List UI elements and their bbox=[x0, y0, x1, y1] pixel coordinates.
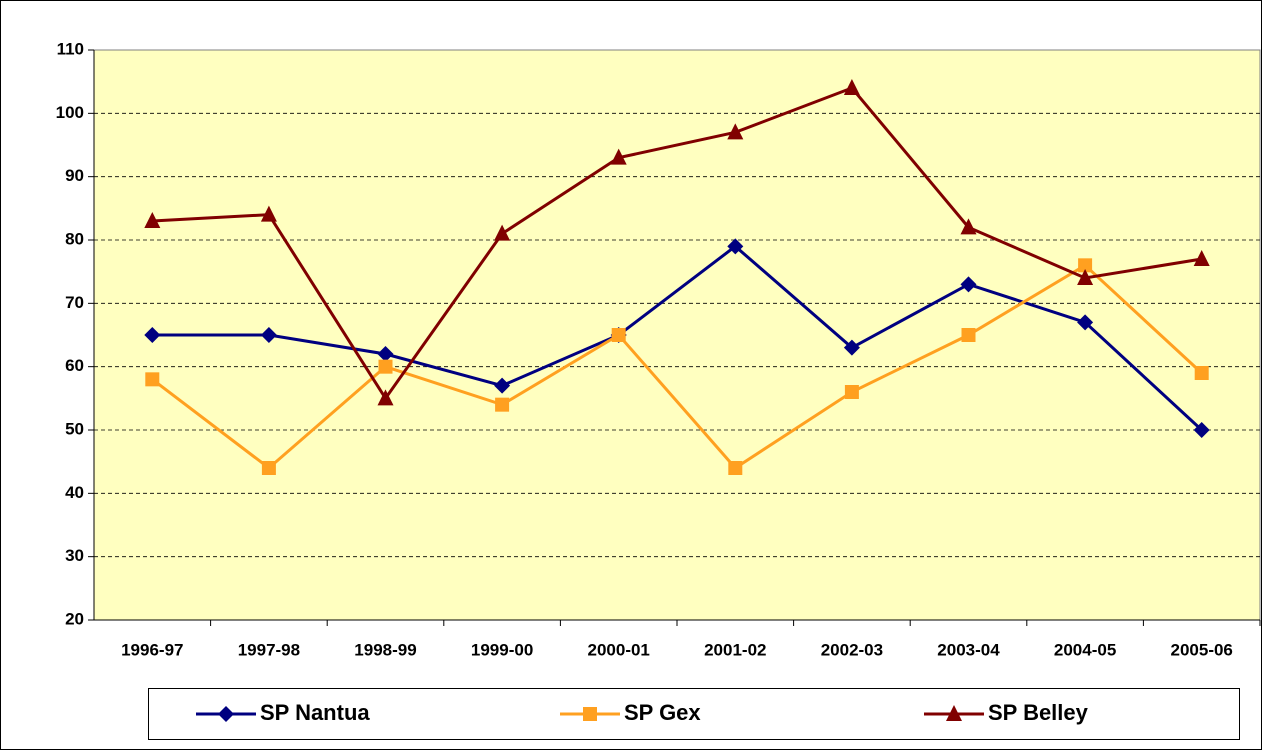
legend-text: SP Nantua bbox=[260, 700, 370, 725]
x-tick-label: 1998-99 bbox=[354, 640, 416, 659]
marker bbox=[218, 706, 234, 722]
y-tick-label: 100 bbox=[56, 103, 84, 122]
legend-box bbox=[148, 688, 1240, 740]
grid bbox=[94, 112, 1260, 558]
y-tick-label: 60 bbox=[65, 356, 84, 375]
series-line bbox=[152, 244, 1203, 432]
x-tick-label: 2005-06 bbox=[1171, 640, 1233, 659]
series-line bbox=[152, 86, 1202, 402]
marker bbox=[961, 328, 976, 342]
marker bbox=[495, 397, 510, 412]
x-tick-label: 1999-00 bbox=[471, 640, 533, 659]
marker bbox=[960, 218, 977, 235]
marker bbox=[843, 79, 860, 95]
marker bbox=[1078, 258, 1093, 273]
marker bbox=[946, 705, 962, 721]
marker bbox=[844, 385, 859, 399]
marker bbox=[377, 346, 394, 362]
x-tick-label: 2001-02 bbox=[704, 640, 766, 659]
x-tick-label: 1996-97 bbox=[121, 640, 183, 659]
marker bbox=[583, 707, 597, 721]
marker bbox=[728, 461, 743, 475]
marker bbox=[144, 212, 161, 228]
marker bbox=[727, 123, 744, 140]
marker bbox=[610, 148, 627, 165]
marker bbox=[843, 339, 860, 356]
x-tick-label: 1997-98 bbox=[238, 640, 300, 659]
marker bbox=[260, 327, 277, 343]
y-tick-label: 40 bbox=[65, 483, 84, 502]
marker bbox=[1077, 314, 1094, 331]
y-tick-label: 30 bbox=[65, 546, 84, 565]
marker bbox=[144, 327, 161, 343]
marker bbox=[261, 461, 276, 475]
marker bbox=[1194, 366, 1209, 380]
marker bbox=[960, 276, 977, 293]
marker bbox=[1193, 422, 1210, 438]
marker bbox=[377, 389, 394, 406]
x-tick-label: 2004-05 bbox=[1054, 640, 1116, 659]
legend-text: SP Gex bbox=[624, 700, 701, 725]
marker bbox=[1193, 250, 1210, 266]
marker bbox=[494, 224, 511, 241]
x-tick-label: 2002-03 bbox=[821, 640, 883, 659]
y-tick-label: 110 bbox=[57, 39, 84, 58]
y-tick-label: 50 bbox=[65, 419, 84, 438]
marker bbox=[260, 205, 277, 222]
marker bbox=[1077, 269, 1094, 285]
marker bbox=[727, 238, 744, 255]
marker bbox=[611, 328, 626, 342]
series-line bbox=[151, 263, 1203, 470]
y-tick-label: 80 bbox=[65, 229, 84, 248]
marker bbox=[494, 377, 511, 394]
y-tick-label: 90 bbox=[65, 166, 84, 185]
x-tick-label: 2000-01 bbox=[588, 640, 650, 659]
y-tick-label: 70 bbox=[65, 293, 84, 312]
legend-text: SP Belley bbox=[988, 700, 1089, 725]
x-tick-label: 2003-04 bbox=[937, 640, 1000, 659]
y-tick-label: 20 bbox=[65, 609, 84, 628]
marker bbox=[378, 359, 393, 374]
marker bbox=[145, 372, 160, 387]
